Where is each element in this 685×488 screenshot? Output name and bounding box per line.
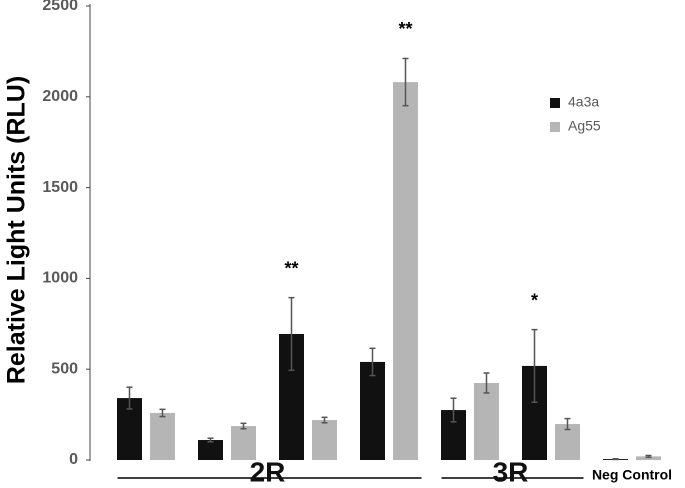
- error-bar: [612, 457, 619, 461]
- bar: [198, 440, 223, 460]
- error-bar: [321, 416, 328, 424]
- significance-mark: *: [531, 290, 538, 310]
- group-label: 2R: [250, 456, 286, 487]
- error-bar: [483, 372, 490, 394]
- legend-label: 4a3a: [568, 94, 599, 110]
- y-tick-label: 1500: [42, 179, 78, 196]
- error-bar: [645, 454, 652, 459]
- bar: [150, 412, 175, 460]
- group-label: 3R: [493, 456, 529, 487]
- error-bar: [531, 328, 538, 404]
- bar: [360, 361, 385, 460]
- error-bar: [240, 422, 247, 430]
- error-bar: [564, 417, 571, 431]
- error-bar: [159, 408, 166, 418]
- y-tick-label: 2500: [42, 0, 78, 14]
- bar: [393, 82, 418, 461]
- bar: [231, 426, 256, 460]
- bar: [474, 383, 499, 460]
- significance-mark: **: [284, 258, 298, 278]
- legend-label: Ag55: [568, 118, 601, 134]
- bar: [312, 420, 337, 460]
- legend-swatch: [550, 98, 560, 108]
- y-tick-label: 500: [51, 360, 78, 377]
- error-bar: [288, 296, 295, 372]
- error-bar: [402, 57, 409, 107]
- significance-mark: **: [398, 19, 412, 39]
- group-label: Neg Control: [592, 467, 672, 483]
- y-tick-label: 0: [69, 451, 78, 468]
- legend-swatch: [550, 122, 560, 132]
- error-bar: [450, 397, 457, 423]
- y-tick-label: 1000: [42, 270, 78, 287]
- error-bar: [369, 347, 376, 377]
- error-bar: [207, 437, 214, 443]
- y-axis-title: Relative Light Units (RLU): [3, 76, 31, 384]
- bar: [636, 456, 661, 460]
- y-tick-label: 2000: [42, 88, 78, 105]
- error-bar: [126, 386, 133, 410]
